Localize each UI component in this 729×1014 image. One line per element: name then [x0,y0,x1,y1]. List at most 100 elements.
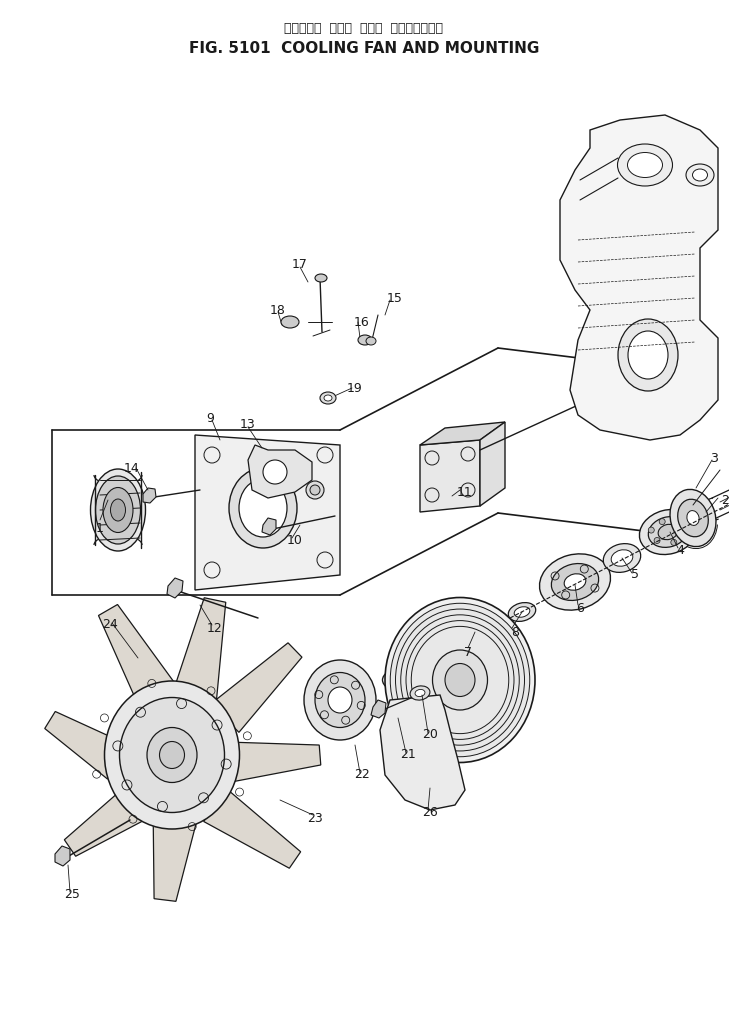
Polygon shape [248,445,312,498]
Text: 8: 8 [511,626,519,639]
Ellipse shape [147,727,197,783]
Ellipse shape [385,597,535,763]
Text: 1: 1 [96,521,104,534]
Ellipse shape [366,337,376,345]
Text: 7: 7 [464,646,472,658]
Polygon shape [465,628,480,647]
Polygon shape [203,789,300,868]
Polygon shape [380,695,465,810]
Ellipse shape [315,672,365,727]
Ellipse shape [320,392,336,404]
Ellipse shape [410,685,430,700]
Polygon shape [480,422,505,506]
Ellipse shape [687,511,699,525]
Ellipse shape [628,331,668,379]
Text: 18: 18 [270,303,286,316]
Ellipse shape [639,509,697,555]
Ellipse shape [604,544,641,572]
Polygon shape [167,578,183,598]
Ellipse shape [508,602,536,622]
Ellipse shape [358,335,372,345]
Ellipse shape [648,516,687,548]
Polygon shape [174,597,226,700]
Ellipse shape [111,499,125,521]
Ellipse shape [628,152,663,177]
Circle shape [310,485,320,495]
Polygon shape [64,784,152,856]
Polygon shape [371,700,386,718]
Polygon shape [98,604,179,711]
Polygon shape [44,712,128,779]
Circle shape [306,481,324,499]
Ellipse shape [415,690,425,697]
Polygon shape [55,846,70,866]
Polygon shape [420,440,480,512]
Ellipse shape [281,316,299,328]
Polygon shape [211,643,302,732]
Ellipse shape [103,488,133,532]
Text: 26: 26 [422,805,438,818]
Circle shape [654,537,660,544]
Polygon shape [420,422,505,445]
Polygon shape [195,435,340,590]
Ellipse shape [315,274,327,282]
Circle shape [648,527,654,533]
Circle shape [676,520,682,526]
Text: 9: 9 [206,412,214,425]
Text: 12: 12 [207,622,223,635]
Text: 21: 21 [400,748,416,762]
Ellipse shape [514,606,530,618]
Polygon shape [153,815,197,901]
Text: 20: 20 [422,728,438,741]
Text: クーリング  ファン  および  マウンティング: クーリング ファン および マウンティング [284,21,443,34]
Text: 3: 3 [710,451,718,464]
Ellipse shape [670,490,716,547]
Ellipse shape [104,681,240,829]
Text: 22: 22 [354,769,370,782]
Ellipse shape [90,469,146,551]
Ellipse shape [564,574,586,590]
Text: 25: 25 [64,888,80,901]
Text: 17: 17 [292,259,308,272]
Text: 19: 19 [347,381,363,394]
Ellipse shape [678,499,709,536]
Polygon shape [262,518,276,535]
Polygon shape [228,742,321,782]
Ellipse shape [617,144,672,186]
Polygon shape [560,115,718,440]
Ellipse shape [239,479,287,537]
Text: 5: 5 [631,569,639,581]
Text: 16: 16 [354,315,370,329]
Ellipse shape [686,164,714,186]
Ellipse shape [304,660,376,740]
Text: 4: 4 [676,544,684,557]
Ellipse shape [658,524,678,539]
Ellipse shape [390,603,530,756]
Circle shape [659,518,665,524]
Ellipse shape [160,741,184,769]
Ellipse shape [551,564,599,600]
Ellipse shape [120,698,225,812]
Ellipse shape [445,663,475,697]
Circle shape [671,539,677,546]
Ellipse shape [229,468,297,548]
Ellipse shape [618,319,678,391]
Text: 13: 13 [240,419,256,432]
Circle shape [682,531,687,537]
Ellipse shape [328,687,352,713]
Text: 10: 10 [287,533,303,547]
Polygon shape [143,488,156,503]
Text: 2: 2 [721,494,729,507]
Circle shape [263,460,287,484]
Ellipse shape [95,476,141,544]
Text: 15: 15 [387,291,403,304]
Text: 11: 11 [457,486,473,499]
Ellipse shape [539,554,610,610]
Text: 24: 24 [102,619,118,632]
Ellipse shape [693,169,708,182]
Text: FIG. 5101  COOLING FAN AND MOUNTING: FIG. 5101 COOLING FAN AND MOUNTING [189,41,539,56]
Text: 14: 14 [124,461,140,475]
Ellipse shape [324,395,332,401]
Text: 6: 6 [576,601,584,614]
Text: 23: 23 [307,811,323,824]
